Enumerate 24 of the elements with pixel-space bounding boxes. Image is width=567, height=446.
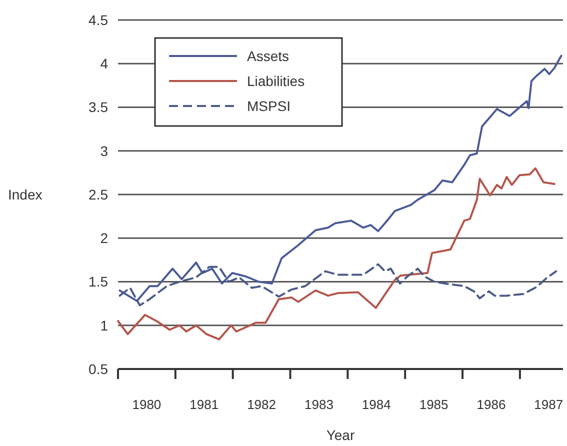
y-tick-label: 0.5 (88, 360, 108, 377)
legend-label: Liabilities (247, 72, 305, 89)
y-tick-label: 3.5 (88, 99, 108, 116)
x-axis-title: Year (326, 427, 355, 443)
y-tick-label: 1 (100, 317, 108, 334)
y-tick-label: 4.5 (88, 12, 108, 28)
x-tick-label: 1983 (304, 397, 334, 412)
x-tick-label: 1980 (132, 397, 162, 412)
y-tick-label: 3 (100, 142, 108, 159)
y-tick-label: 2 (100, 230, 108, 246)
y-tick-label: 2.5 (88, 186, 108, 202)
line-series (118, 263, 558, 306)
x-tick-label: 1981 (190, 397, 219, 412)
y-axis-title: Index (8, 186, 42, 202)
y-tick-label: 4 (100, 56, 108, 72)
x-tick-label: 1982 (247, 397, 276, 412)
x-tick-label: 1987 (534, 397, 564, 412)
y-tick-label: 1.5 (88, 274, 108, 290)
x-tick-label: 1986 (476, 397, 506, 412)
x-tick-label: 1984 (362, 397, 391, 412)
line-series (117, 167, 556, 340)
x-tick-label: 1985 (419, 397, 448, 412)
legend-label: MSPSI (247, 98, 291, 114)
legend-label: Assets (247, 48, 290, 64)
